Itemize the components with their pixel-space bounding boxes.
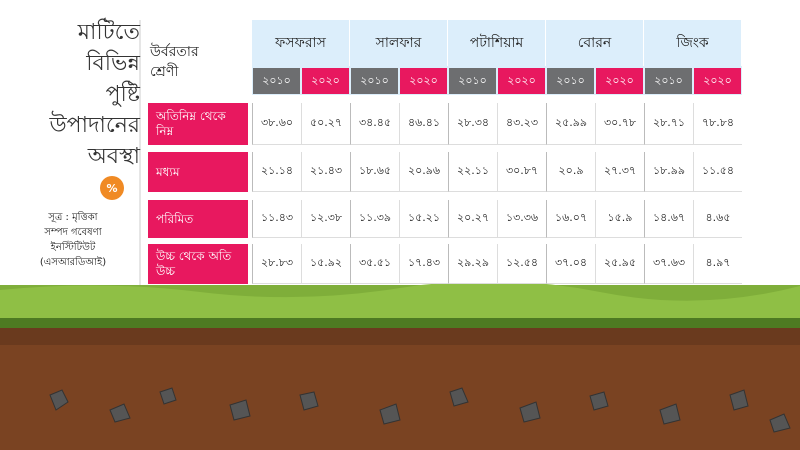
value-cell: ২৮.৮৩ [252, 244, 301, 284]
title-line: অবস্থা [87, 144, 140, 169]
group-header: ফসফরাস [252, 20, 350, 66]
category-label: অতিনিম্ন থেকে নিম্ন [148, 103, 248, 145]
category-label: পরিমিত [148, 200, 248, 238]
value-cell: ১৩.৩৬ [497, 200, 546, 238]
year-header: ২০১০ [449, 68, 496, 94]
year-header: ২০২০ [400, 68, 447, 94]
value-cell: ২১.৪৩ [301, 152, 350, 192]
value-cell: ৩৪.৪৫ [350, 103, 399, 145]
source-line: ইনস্টিটিউট [50, 242, 96, 253]
value-cell: ১৮.৯৯ [644, 152, 693, 192]
group-header: জিংক [644, 20, 742, 66]
value-cell: ৪৬.৪১ [399, 103, 448, 145]
category-label: উচ্চ থেকে অতি উচ্চ [148, 244, 248, 284]
year-header: ২০১০ [253, 68, 300, 94]
value-cell: ৩৮.৬০ [252, 103, 301, 145]
year-header: ২০২০ [596, 68, 643, 94]
value-cell: ২৯.২৯ [448, 244, 497, 284]
group-header: সালফার [350, 20, 448, 66]
value-cell: ১৫.২১ [399, 200, 448, 238]
value-cell: ২৭.৩৭ [595, 152, 644, 192]
value-cell: ১১.৫৪ [693, 152, 742, 192]
value-cell: ৩৭.০৪ [546, 244, 595, 284]
value-cell: ৩০.৭৮ [595, 103, 644, 145]
value-cell: ১৫.৯ [595, 200, 644, 238]
value-cell: ১২.৫৪ [497, 244, 546, 284]
title-line: বিভিন্ন [86, 51, 140, 76]
value-cell: ১২.৩৮ [301, 200, 350, 238]
value-cell: ২৮.৩৪ [448, 103, 497, 145]
category-label: মধ্যম [148, 152, 248, 192]
value-cell: ৪৩.২৩ [497, 103, 546, 145]
value-cell: ১৪.৬৭ [644, 200, 693, 238]
percent-icon: % [100, 176, 124, 200]
year-header: ২০২০ [302, 68, 349, 94]
title-line: মাটিতে [77, 20, 140, 45]
value-cell: ২০.৯ [546, 152, 595, 192]
value-cell: ১১.৪৩ [252, 200, 301, 238]
value-cell: ৪.৯৭ [693, 244, 742, 284]
source-line: সূত্র : মৃত্তিকা [48, 212, 98, 223]
corner-label: উর্বরতার শ্রেণী [150, 44, 199, 80]
value-cell: ২২.১১ [448, 152, 497, 192]
value-cell: ২০.৯৬ [399, 152, 448, 192]
value-cell: ১৮.৬৫ [350, 152, 399, 192]
value-cell: ২৮.৭১ [644, 103, 693, 145]
value-cell: ১৫.৯২ [301, 244, 350, 284]
value-cell: ২৫.৯৫ [595, 244, 644, 284]
value-cell: ১১.৩৯ [350, 200, 399, 238]
value-cell: ৩৭.৬৩ [644, 244, 693, 284]
value-cell: ৩৫.৫১ [350, 244, 399, 284]
source-line: (এসআরডিআই) [39, 257, 107, 268]
value-cell: ২০.২৭ [448, 200, 497, 238]
source-line: সম্পদ গবেষণা [44, 227, 102, 238]
title-line: পুষ্টি [105, 82, 140, 107]
value-cell: ১৬.০৭ [546, 200, 595, 238]
value-cell: ১৭.৪৩ [399, 244, 448, 284]
year-header: ২০২০ [498, 68, 545, 94]
year-header: ২০১০ [351, 68, 398, 94]
value-cell: ৩০.৮৭ [497, 152, 546, 192]
year-header: ২০১০ [645, 68, 692, 94]
value-cell: ৭৮.৮৪ [693, 103, 742, 145]
value-cell: ৪.৬৫ [693, 200, 742, 238]
year-header: ২০১০ [547, 68, 594, 94]
group-header: পটাশিয়াম [448, 20, 546, 66]
year-header: ২০২০ [694, 68, 741, 94]
title-line: উপাদানের [49, 113, 140, 138]
group-header: বোরন [546, 20, 644, 66]
value-cell: ২৫.৯৯ [546, 103, 595, 145]
value-cell: ৫০.২৭ [301, 103, 350, 145]
value-cell: ২১.১৪ [252, 152, 301, 192]
